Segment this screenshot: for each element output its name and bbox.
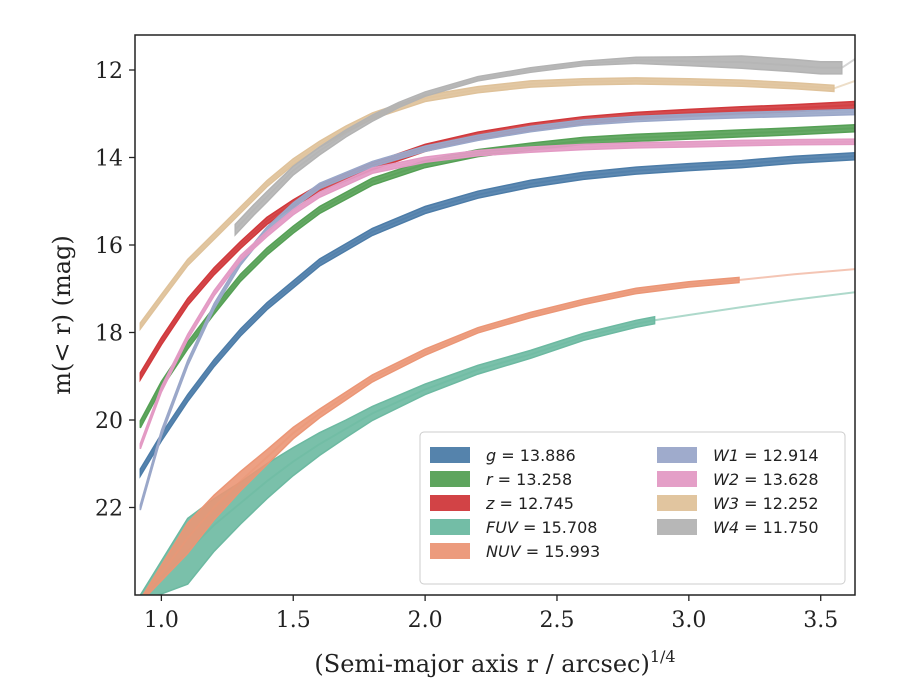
y-tick-label: 18 <box>95 322 123 347</box>
x-axis-label: (Semi-major axis r / arcsec)1/4 <box>314 647 675 678</box>
x-tick-label: 2.5 <box>539 608 574 633</box>
legend-label-r: r = 13.258 <box>486 470 572 489</box>
legend-label-w2: W2 = 13.628 <box>713 470 819 489</box>
legend-swatch-r <box>430 471 470 487</box>
legend-swatch-nuv <box>430 543 470 559</box>
plot-frame <box>134 34 856 596</box>
legend-box <box>419 431 846 585</box>
legend-swatch-w1 <box>657 447 697 463</box>
y-tick-label: 20 <box>95 409 123 434</box>
y-axis-label: m(< r) (mag) <box>48 235 76 394</box>
x-tick-label: 3.0 <box>671 608 706 633</box>
legend: g = 13.886 r = 13.258 z = 12.745 FUV = 15.7… <box>419 431 846 585</box>
series-band-w2 <box>139 138 855 450</box>
legend-swatch-z <box>430 495 470 511</box>
series-band-r <box>139 123 855 429</box>
legend-swatch-w4 <box>657 519 697 535</box>
legend-label-w1: W1 = 12.914 <box>713 446 819 465</box>
y-axis-ticks: 12 14 16 18 20 22 <box>95 59 135 522</box>
x-tick-label: 2.0 <box>408 608 443 633</box>
x-axis-ticks: 1.0 1.5 2.0 2.5 3.0 3.5 <box>144 595 838 633</box>
series-band-fuv <box>139 315 656 595</box>
y-tick-label: 22 <box>95 497 123 522</box>
series-band-z <box>139 100 855 383</box>
y-tick-label: 12 <box>95 59 123 84</box>
legend-swatch-w2 <box>657 471 697 487</box>
legend-label-w4: W4 = 11.750 <box>713 518 819 537</box>
series-band-w3 <box>139 77 835 332</box>
legend-swatch-g <box>430 447 470 463</box>
series-band-w4 <box>234 55 843 237</box>
y-tick-label: 14 <box>95 147 123 172</box>
series-band-nuv <box>142 276 740 595</box>
legend-label-z: z = 12.745 <box>485 494 574 513</box>
series-band-g <box>139 151 855 479</box>
legend-label-g: g = 13.886 <box>486 446 576 465</box>
x-tick-label: 1.0 <box>144 608 179 633</box>
x-tick-label: 1.5 <box>276 608 311 633</box>
legend-swatch-fuv <box>430 519 470 535</box>
x-tick-label: 3.5 <box>803 608 838 633</box>
legend-label-w3: W3 = 12.252 <box>713 494 819 513</box>
series-layer <box>139 55 855 595</box>
legend-swatch-w3 <box>657 495 697 511</box>
legend-label-fuv: FUV = 15.708 <box>486 518 597 537</box>
y-tick-label: 16 <box>95 234 123 259</box>
legend-label-nuv: NUV = 15.993 <box>486 542 600 561</box>
